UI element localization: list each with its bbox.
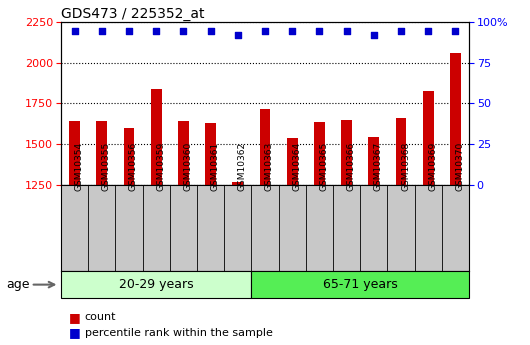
- Bar: [96, 121, 107, 185]
- Text: GDS473 / 225352_at: GDS473 / 225352_at: [61, 7, 205, 21]
- Bar: [395, 118, 407, 185]
- Bar: [423, 90, 434, 185]
- Text: age: age: [6, 278, 30, 291]
- Point: [261, 28, 269, 33]
- Text: count: count: [85, 313, 116, 322]
- Bar: [151, 89, 162, 185]
- Bar: [251, 271, 469, 298]
- Point: [152, 28, 161, 33]
- Point: [315, 28, 324, 33]
- Point: [98, 28, 106, 33]
- Text: GSM10356: GSM10356: [129, 142, 138, 191]
- Text: GSM10362: GSM10362: [238, 142, 247, 191]
- Text: ■: ■: [69, 311, 81, 324]
- Bar: [178, 121, 189, 185]
- Bar: [205, 123, 216, 185]
- Bar: [232, 182, 243, 185]
- Point: [424, 28, 432, 33]
- Bar: [123, 128, 135, 185]
- Bar: [287, 138, 298, 185]
- Text: 20-29 years: 20-29 years: [119, 278, 193, 291]
- Text: GSM10369: GSM10369: [428, 142, 437, 191]
- Point: [70, 28, 79, 33]
- Text: GSM10354: GSM10354: [75, 142, 84, 191]
- Text: 65-71 years: 65-71 years: [323, 278, 398, 291]
- Text: GSM10360: GSM10360: [183, 142, 192, 191]
- Bar: [69, 120, 80, 185]
- Point: [342, 28, 351, 33]
- Point: [369, 33, 378, 38]
- Bar: [450, 53, 461, 185]
- Bar: [314, 122, 325, 185]
- Text: GSM10365: GSM10365: [320, 142, 329, 191]
- Text: GSM10367: GSM10367: [374, 142, 383, 191]
- Point: [206, 28, 215, 33]
- Bar: [341, 120, 352, 185]
- Bar: [260, 109, 270, 185]
- Point: [125, 28, 133, 33]
- Point: [397, 28, 405, 33]
- Text: percentile rank within the sample: percentile rank within the sample: [85, 328, 272, 338]
- Text: GSM10368: GSM10368: [401, 142, 410, 191]
- Text: GSM10359: GSM10359: [156, 142, 165, 191]
- Text: GSM10370: GSM10370: [455, 142, 464, 191]
- Text: ■: ■: [69, 326, 81, 339]
- Point: [288, 28, 296, 33]
- Point: [234, 33, 242, 38]
- Bar: [61, 271, 251, 298]
- Text: GSM10363: GSM10363: [265, 142, 274, 191]
- Point: [451, 28, 460, 33]
- Bar: [368, 137, 379, 185]
- Text: GSM10366: GSM10366: [347, 142, 356, 191]
- Text: GSM10361: GSM10361: [210, 142, 219, 191]
- Text: GSM10364: GSM10364: [292, 142, 301, 191]
- Point: [179, 28, 188, 33]
- Text: GSM10355: GSM10355: [102, 142, 111, 191]
